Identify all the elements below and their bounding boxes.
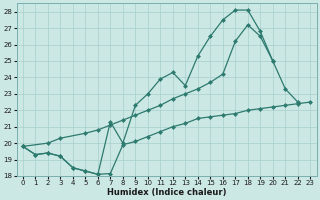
X-axis label: Humidex (Indice chaleur): Humidex (Indice chaleur) bbox=[107, 188, 226, 197]
